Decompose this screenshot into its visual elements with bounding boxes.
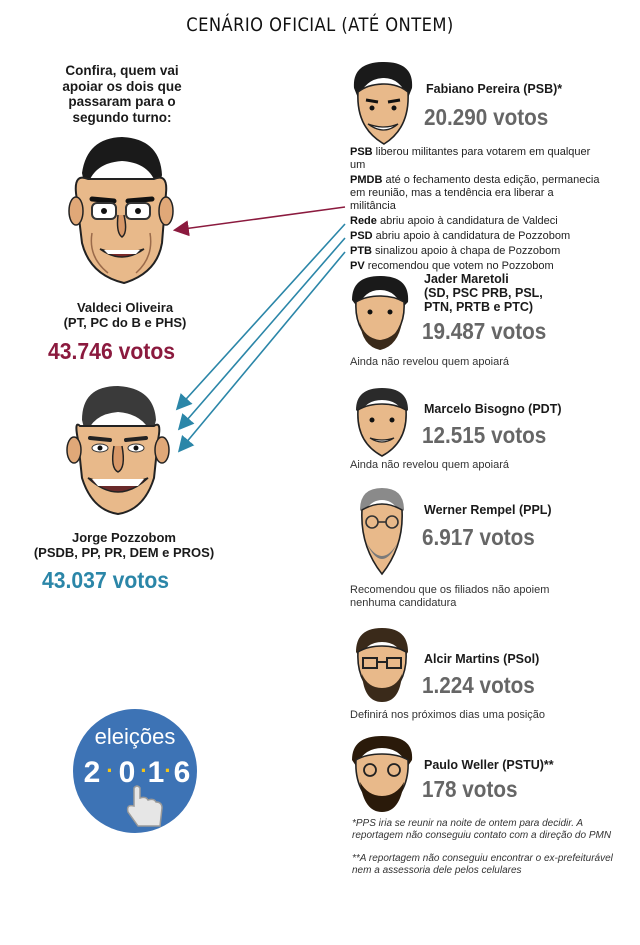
page-title: CENÁRIO OFICIAL (ATÉ ONTEM) (186, 14, 454, 36)
fabiano-votes: 20.290 votos (424, 104, 549, 130)
pozzobom-label: Jorge Pozzobom (PSDB, PP, PR, DEM e PROS… (14, 530, 234, 560)
logo-dot-3: · (164, 758, 171, 783)
alcir-name: Alcir Martins (PSol) (424, 652, 540, 666)
fabiano-name: Fabiano Pereira (PSB)* (426, 82, 563, 96)
pozzobom-parties: (PSDB, PP, PR, DEM e PROS) (33, 545, 215, 560)
valdeci-parties: (PT, PC do B e PHS) (63, 315, 187, 330)
werner-note: Recomendou que os filiados não apoiem ne… (350, 584, 550, 609)
logo-digit-2: 2 (84, 756, 101, 789)
marcelo-votes: 12.515 votos (422, 422, 547, 448)
paulo-name: Paulo Weller (PSTU)** (424, 758, 554, 772)
supports-list: PSB liberou militantes para votarem em q… (350, 146, 600, 273)
alcir-votes: 1.224 votos (422, 672, 535, 698)
werner-name: Werner Rempel (PPL) (424, 503, 552, 517)
pozzobom-name: Jorge Pozzobom (71, 530, 176, 545)
pozzobom-votes: 43.037 votos (42, 567, 170, 593)
valdeci-label: Valdeci Oliveira (PT, PC do B e PHS) (40, 300, 210, 330)
werner-votes: 6.917 votos (422, 524, 535, 550)
paulo-caricature-icon (352, 736, 413, 812)
logo-digit-0: 0 (119, 756, 136, 789)
arrow-ptb-pozzobom (177, 237, 346, 431)
eleicoes-2016-logo: eleições 2 · 0 · 1 · 6 (73, 709, 197, 833)
valdeci-name: Valdeci Oliveira (76, 300, 174, 315)
jader-votes: 19.487 votos (422, 318, 547, 344)
logo-digit-1: 1 (148, 756, 165, 789)
support-rede: Rede abriu apoio à candidatura de Valdec… (350, 215, 558, 227)
alcir-note: Definirá nos próximos dias uma posição (350, 709, 546, 721)
arrow-pv-pozzobom (177, 251, 346, 453)
marcelo-caricature-icon (356, 388, 408, 457)
paulo-votes: 178 votos (422, 776, 518, 802)
support-pv: PV recomendou que votem no Pozzobom (350, 260, 554, 272)
logo-dot-2: · (140, 758, 147, 783)
support-psb: PSB liberou militantes para votarem em q… (350, 146, 591, 171)
valdeci-votes: 43.746 votos (48, 338, 176, 364)
alcir-caricature-icon (356, 628, 408, 702)
pozzobom-caricature-icon (66, 386, 170, 516)
jader-caricature-icon (352, 276, 409, 350)
valdeci-caricature-icon (68, 137, 174, 285)
arrow-rede-valdeci (172, 206, 346, 237)
footnote-1: *PPS iria se reunir na noite de ontem pa… (352, 818, 612, 841)
arrow-psd-pozzobom (175, 223, 346, 411)
logo-digit-6: 6 (174, 756, 191, 789)
jader-note: Ainda não revelou quem apoiará (350, 356, 510, 368)
marcelo-name: Marcelo Bisogno (PDT) (424, 402, 562, 416)
logo-dot-1: · (106, 758, 113, 783)
logo-word: eleições (95, 724, 176, 749)
pointing-hand-icon (126, 785, 163, 827)
marcelo-note: Ainda não revelou quem apoiará (350, 459, 510, 471)
werner-caricature-icon (360, 488, 404, 576)
footnote-2: **A reportagem não conseguiu encontrar o… (352, 853, 613, 876)
intro-text: Confira, quem vai apoiar os dois que pas… (62, 63, 182, 125)
jader-name: Jader Maretoli (SD, PSC PRB, PSL, PTN, P… (424, 272, 543, 314)
support-pmdb: PMDB até o fechamento desta edição, perm… (350, 174, 600, 212)
support-ptb: PTB sinalizou apoio à chapa de Pozzobom (350, 245, 561, 257)
support-psd: PSD abriu apoio à candidatura de Pozzobo… (350, 230, 571, 242)
fabiano-caricature-icon (353, 62, 413, 145)
